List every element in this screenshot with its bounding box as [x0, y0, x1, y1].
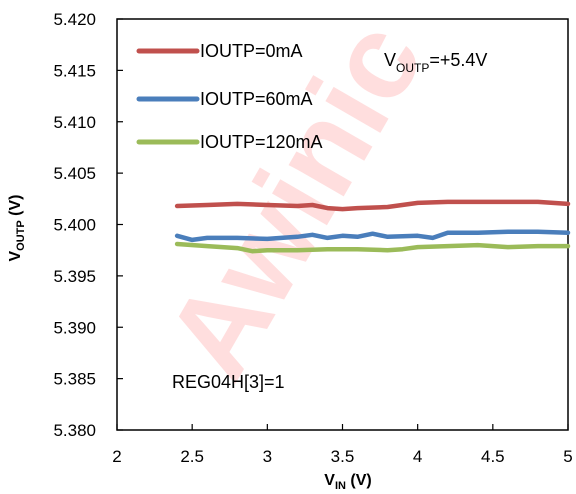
x-tick-label: 4 — [413, 447, 422, 466]
y-axis-title-sub: OUTP — [15, 220, 27, 251]
x-axis-title-unit: (V) — [346, 472, 372, 489]
y-tick-label: 5.405 — [53, 164, 96, 183]
vout-annotation: VOUTP=+5.4V — [384, 50, 487, 75]
y-tick-label: 5.415 — [53, 61, 96, 80]
x-axis-title-main: V — [324, 472, 335, 489]
legend: IOUTP=0mA IOUTP=60mA IOUTP=120mA — [136, 41, 323, 152]
x-tick-label: 2 — [112, 447, 121, 466]
y-tick-label: 5.410 — [53, 113, 96, 132]
vout-main: V — [384, 50, 396, 70]
legend-label: IOUTP=60mA — [200, 89, 313, 109]
series-line-1 — [174, 229, 571, 243]
x-tick-label: 3 — [263, 447, 272, 466]
x-axis-title: VIN (V) — [324, 472, 371, 492]
y-axis-title-main: V — [7, 251, 24, 262]
y-tick-label: 5.395 — [53, 267, 96, 286]
legend-label: IOUTP=120mA — [200, 132, 323, 152]
x-tick-label: 2.5 — [180, 447, 204, 466]
y-tick-label: 5.390 — [53, 318, 96, 337]
series-line-0 — [174, 199, 571, 212]
y-tick-label: 5.420 — [53, 10, 96, 29]
y-axis: 5.420 5.415 5.410 5.405 5.400 5.395 5.390 5.385… — [53, 10, 123, 440]
y-axis-title-unit: (V) — [7, 194, 24, 220]
x-tick-label: 3.5 — [331, 447, 355, 466]
reg-annotation: REG04H[3]=1 — [172, 372, 285, 392]
x-axis: 2 2.5 3 3.5 4 4.5 5 — [112, 424, 573, 466]
x-tick-label: 5 — [563, 447, 572, 466]
series-line-2 — [174, 241, 571, 254]
y-axis-title: VOUTP (V) — [7, 194, 27, 261]
y-tick-label: 5.380 — [53, 421, 96, 440]
legend-label: IOUTP=0mA — [200, 41, 303, 61]
vout-value: =+5.4V — [429, 50, 487, 70]
y-tick-label: 5.400 — [53, 216, 96, 235]
vout-sub: OUTP — [396, 61, 429, 75]
x-axis-title-sub: IN — [335, 480, 346, 492]
x-tick-label: 4.5 — [481, 447, 505, 466]
y-tick-label: 5.385 — [53, 370, 96, 389]
series-layer — [174, 199, 571, 254]
